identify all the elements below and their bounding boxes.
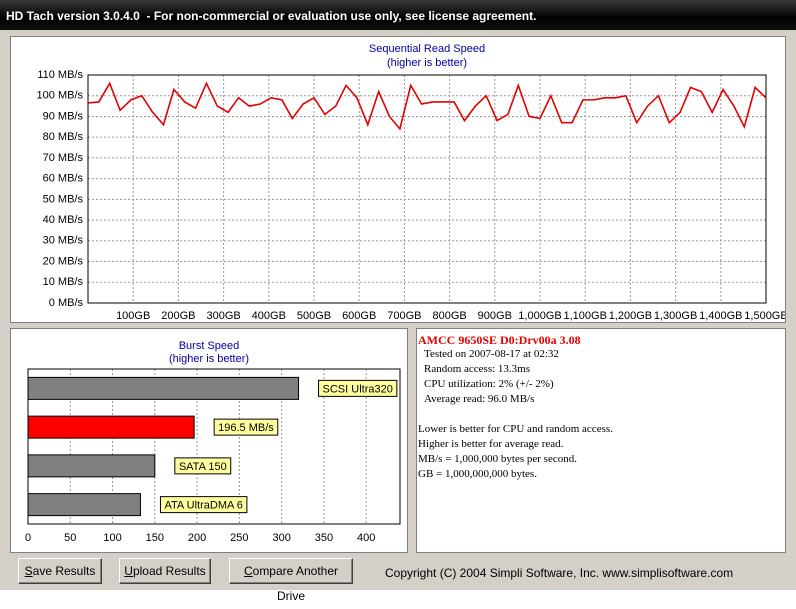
x-tick-label: 1,100GB <box>563 310 606 322</box>
x-tick-label: 300GB <box>206 310 240 322</box>
y-tick-label: 70 MB/s <box>43 152 84 164</box>
x-tick-label: 250 <box>230 532 248 544</box>
bar-label-box <box>174 457 232 475</box>
plot-frame <box>87 74 767 304</box>
note: Higher is better for average read. <box>418 438 564 450</box>
bar-label: ATA UltraDMA 6 <box>164 500 242 512</box>
x-tick-label: 1,200GB <box>609 310 652 322</box>
y-tick-label: 110 MB/s <box>37 69 83 81</box>
title-bar: HD Tach version 3.0.4.0 - For non-commer… <box>0 0 796 30</box>
bar <box>27 454 156 478</box>
note: GB = 1,000,000,000 bytes. <box>418 468 537 480</box>
read-speed-line <box>87 81 767 131</box>
x-tick-label: 1,300GB <box>654 310 697 322</box>
read-chart: Sequential Read Speed (higher is better) 0… <box>37 43 788 322</box>
x-tick-label: 1,400GB <box>699 310 742 322</box>
y-tick-label: 90 MB/s <box>43 110 84 122</box>
bar-label: 196.5 MB/s <box>218 422 274 434</box>
chart-title: Burst Speed <box>179 340 240 352</box>
bar <box>27 376 300 400</box>
bar <box>27 415 195 439</box>
y-tick-label: 30 MB/s <box>43 235 84 247</box>
compare-button[interactable]: Compare Another Drive <box>229 558 353 603</box>
x-tick-label: 800GB <box>432 310 466 322</box>
drive-name: AMCC 9650SE D0:Drv00a 3.08 <box>418 333 581 347</box>
y-tick-label: 60 MB/s <box>43 173 84 185</box>
x-tick-label: 700GB <box>387 310 421 322</box>
read-panel: Sequential Read Speed (higher is better) 0… <box>10 36 788 323</box>
note: MB/s = 1,000,000 bytes per second. <box>418 453 577 465</box>
y-tick-label: 40 MB/s <box>43 214 84 226</box>
x-tick-label: 150 <box>146 532 164 544</box>
x-tick-label: 200GB <box>161 310 195 322</box>
x-tick-label: 50 <box>64 532 76 544</box>
burst-panel: Burst Speed (higher is better) 0 50 100 150 20… <box>10 328 408 553</box>
x-tick-label: 350 <box>315 532 333 544</box>
x-tick-label: 0 <box>25 532 31 544</box>
x-tick-label: 900GB <box>478 310 512 322</box>
y-tick-label: 50 MB/s <box>43 193 84 205</box>
x-tick-label: 300 <box>272 532 290 544</box>
bar-label-box <box>318 379 398 397</box>
y-tick-label: 20 MB/s <box>43 255 84 267</box>
x-tick-label: 1,500GB <box>744 310 785 322</box>
info-panel: AMCC 9650SE D0:Drv00a 3.08 Tested on 200… <box>416 328 786 553</box>
chart-subtitle: (higher is better) <box>169 353 249 365</box>
x-tick-label: 100GB <box>116 310 150 322</box>
bar-label-box <box>159 496 248 514</box>
y-tick-label: 0 MB/s <box>49 297 84 309</box>
y-tick-label: 100 MB/s <box>37 90 84 102</box>
chart-subtitle: (higher is better) <box>387 57 467 69</box>
x-tick-label: 200 <box>188 532 206 544</box>
x-tick-label: 400GB <box>252 310 286 322</box>
y-tick-label: 80 MB/s <box>43 131 84 143</box>
bar-label-box <box>213 418 279 436</box>
note: Lower is better for CPU and random acces… <box>418 423 613 435</box>
stat: Average read: 96.0 MB/s <box>424 393 535 405</box>
x-tick-label: 100 <box>103 532 121 544</box>
bar-label: SATA 150 <box>179 461 227 473</box>
bar <box>27 493 141 517</box>
x-tick-label: 600GB <box>342 310 376 322</box>
save-button[interactable]: Save Results <box>18 558 102 584</box>
burst-chart: Burst Speed(higher is better) 0 50 100 150 20… <box>25 340 401 544</box>
x-tick-label: 400 <box>357 532 375 544</box>
copyright: Copyright (C) 2004 Simpli Software, Inc.… <box>385 566 734 580</box>
chart-title: Sequential Read Speed <box>369 43 485 55</box>
stat: Random access: 13.3ms <box>424 363 531 375</box>
stat: Tested on 2007-08-17 at 02:32 <box>424 348 559 360</box>
upload-button[interactable]: Upload Results <box>119 558 211 584</box>
bar-label: SCSI Ultra320 <box>323 383 393 395</box>
x-tick-label: 1,000GB <box>518 310 561 322</box>
stat: CPU utilization: 2% (+/- 2%) <box>424 378 554 390</box>
x-tick-label: 500GB <box>297 310 331 322</box>
plot-frame <box>27 368 401 525</box>
y-tick-label: 10 MB/s <box>43 276 84 288</box>
